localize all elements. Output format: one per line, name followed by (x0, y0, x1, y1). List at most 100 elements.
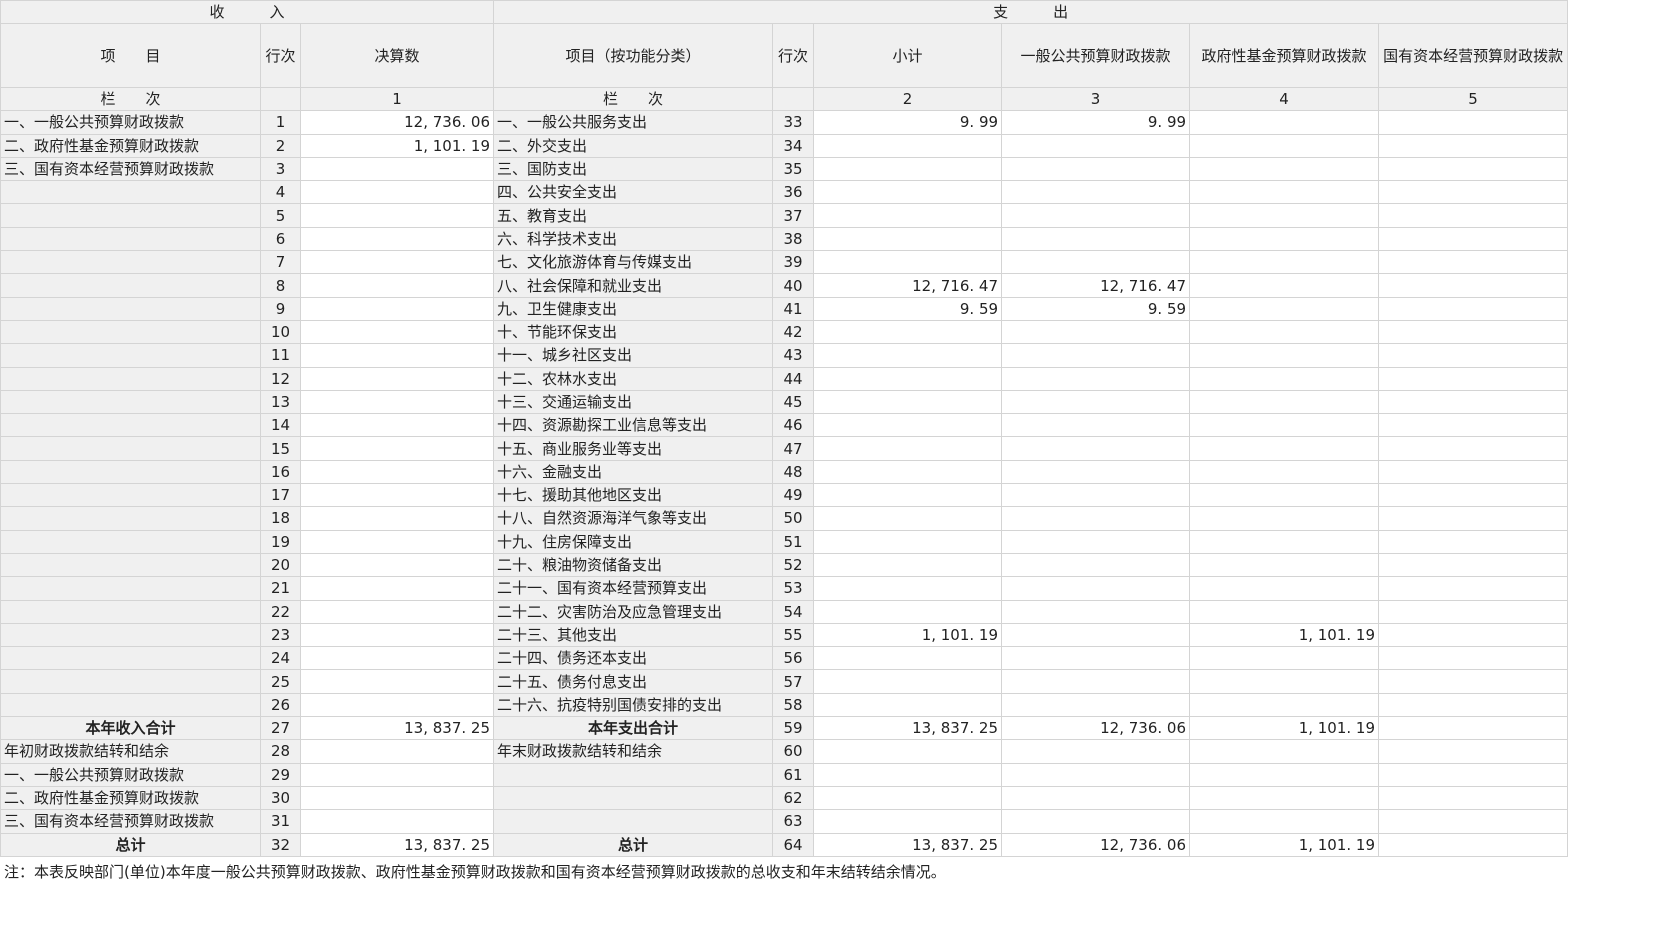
subtotal[interactable] (813, 552, 1003, 578)
subtotal[interactable] (813, 366, 1003, 391)
general-budget-amount[interactable] (1001, 133, 1191, 158)
income-amount[interactable] (299, 156, 495, 182)
income-amount[interactable] (299, 413, 495, 438)
subtotal[interactable]: 13, 837. 25 (813, 832, 1003, 857)
state-capital-amount[interactable] (1378, 692, 1569, 718)
state-capital-amount[interactable] (1378, 413, 1569, 438)
subtotal[interactable] (813, 483, 1003, 508)
subtotal[interactable] (813, 599, 1003, 624)
subtotal[interactable] (813, 180, 1003, 205)
general-budget-amount[interactable] (1001, 809, 1191, 834)
general-budget-amount[interactable] (1001, 483, 1191, 508)
subtotal[interactable]: 1, 101. 19 (813, 622, 1003, 648)
subtotal[interactable] (813, 692, 1003, 718)
state-capital-amount[interactable] (1378, 319, 1569, 345)
general-budget-amount[interactable]: 12, 736. 06 (1001, 832, 1191, 857)
state-capital-amount[interactable] (1378, 436, 1569, 461)
subtotal[interactable] (813, 250, 1003, 275)
general-budget-amount[interactable] (1001, 226, 1191, 252)
income-amount[interactable] (299, 506, 495, 531)
subtotal[interactable] (813, 739, 1003, 764)
subtotal[interactable] (813, 809, 1003, 834)
general-budget-amount[interactable] (1001, 739, 1191, 764)
gov-fund-amount[interactable] (1189, 809, 1380, 834)
gov-fund-amount[interactable] (1189, 669, 1380, 694)
general-budget-amount[interactable] (1001, 436, 1191, 461)
general-budget-amount[interactable]: 12, 716. 47 (1001, 273, 1191, 298)
general-budget-amount[interactable] (1001, 319, 1191, 345)
gov-fund-amount[interactable] (1189, 133, 1380, 158)
gov-fund-amount[interactable] (1189, 273, 1380, 298)
general-budget-amount[interactable] (1001, 506, 1191, 531)
income-amount[interactable] (299, 762, 495, 787)
general-budget-amount[interactable]: 9. 59 (1001, 296, 1191, 321)
gov-fund-amount[interactable] (1189, 250, 1380, 275)
income-amount[interactable] (299, 483, 495, 508)
state-capital-amount[interactable] (1378, 506, 1569, 531)
subtotal[interactable] (813, 343, 1003, 368)
income-amount[interactable] (299, 692, 495, 718)
gov-fund-amount[interactable] (1189, 739, 1380, 764)
subtotal[interactable] (813, 669, 1003, 694)
gov-fund-amount[interactable] (1189, 762, 1380, 787)
general-budget-amount[interactable] (1001, 203, 1191, 228)
state-capital-amount[interactable] (1378, 366, 1569, 391)
subtotal[interactable]: 9. 99 (813, 110, 1003, 135)
income-amount[interactable] (299, 319, 495, 345)
gov-fund-amount[interactable]: 1, 101. 19 (1189, 622, 1380, 648)
subtotal[interactable] (813, 506, 1003, 531)
state-capital-amount[interactable] (1378, 343, 1569, 368)
income-amount[interactable]: 1, 101. 19 (299, 133, 495, 158)
gov-fund-amount[interactable] (1189, 389, 1380, 415)
income-amount[interactable] (299, 459, 495, 485)
general-budget-amount[interactable] (1001, 552, 1191, 578)
gov-fund-amount[interactable] (1189, 413, 1380, 438)
state-capital-amount[interactable] (1378, 785, 1569, 811)
income-amount[interactable] (299, 576, 495, 601)
income-amount[interactable] (299, 785, 495, 811)
gov-fund-amount[interactable] (1189, 343, 1380, 368)
gov-fund-amount[interactable] (1189, 506, 1380, 531)
state-capital-amount[interactable] (1378, 133, 1569, 158)
gov-fund-amount[interactable] (1189, 296, 1380, 321)
general-budget-amount[interactable]: 12, 736. 06 (1001, 716, 1191, 741)
gov-fund-amount[interactable]: 1, 101. 19 (1189, 832, 1380, 857)
income-amount[interactable] (299, 809, 495, 834)
state-capital-amount[interactable] (1378, 762, 1569, 787)
income-amount[interactable] (299, 250, 495, 275)
state-capital-amount[interactable] (1378, 576, 1569, 601)
subtotal[interactable] (813, 459, 1003, 485)
gov-fund-amount[interactable] (1189, 529, 1380, 554)
income-amount[interactable] (299, 436, 495, 461)
income-amount[interactable] (299, 529, 495, 554)
subtotal[interactable]: 9. 59 (813, 296, 1003, 321)
gov-fund-amount[interactable] (1189, 366, 1380, 391)
income-amount[interactable] (299, 226, 495, 252)
gov-fund-amount[interactable] (1189, 599, 1380, 624)
income-amount[interactable] (299, 273, 495, 298)
state-capital-amount[interactable] (1378, 226, 1569, 252)
state-capital-amount[interactable] (1378, 669, 1569, 694)
income-amount[interactable] (299, 739, 495, 764)
subtotal[interactable] (813, 529, 1003, 554)
general-budget-amount[interactable] (1001, 622, 1191, 648)
gov-fund-amount[interactable] (1189, 459, 1380, 485)
gov-fund-amount[interactable] (1189, 226, 1380, 252)
subtotal[interactable] (813, 226, 1003, 252)
subtotal[interactable]: 12, 716. 47 (813, 273, 1003, 298)
general-budget-amount[interactable] (1001, 250, 1191, 275)
subtotal[interactable] (813, 576, 1003, 601)
general-budget-amount[interactable] (1001, 413, 1191, 438)
gov-fund-amount[interactable] (1189, 692, 1380, 718)
income-amount[interactable] (299, 203, 495, 228)
state-capital-amount[interactable] (1378, 809, 1569, 834)
general-budget-amount[interactable] (1001, 156, 1191, 182)
state-capital-amount[interactable] (1378, 273, 1569, 298)
subtotal[interactable] (813, 389, 1003, 415)
general-budget-amount[interactable] (1001, 343, 1191, 368)
income-amount[interactable]: 13, 837. 25 (299, 832, 495, 857)
general-budget-amount[interactable] (1001, 669, 1191, 694)
general-budget-amount[interactable] (1001, 529, 1191, 554)
subtotal[interactable] (813, 133, 1003, 158)
state-capital-amount[interactable] (1378, 250, 1569, 275)
